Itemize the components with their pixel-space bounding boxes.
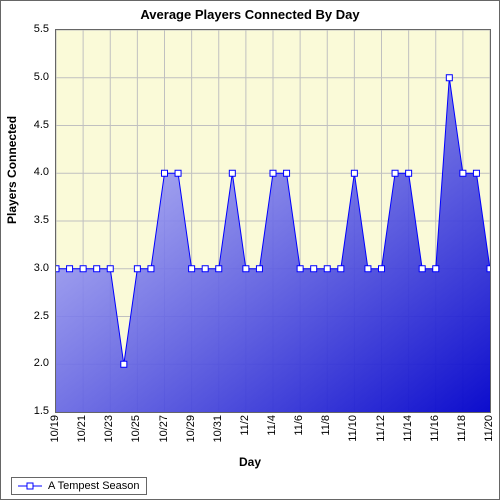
y-tick: 3.5	[1, 214, 49, 226]
x-tick: 11/10	[347, 415, 359, 442]
chart-frame: Average Players Connected By Day Players…	[0, 0, 500, 500]
x-tick: 10/25	[130, 415, 142, 443]
legend-series-label: A Tempest Season	[48, 480, 140, 492]
x-tick: 10/31	[212, 415, 224, 443]
x-tick: 10/19	[49, 415, 61, 443]
y-tick: 3.0	[1, 262, 49, 274]
x-tick: 11/14	[402, 415, 414, 442]
x-tick: 11/12	[375, 415, 387, 442]
y-tick: 5.0	[1, 71, 49, 83]
x-tick: 11/18	[456, 415, 468, 442]
x-tick: 10/21	[76, 415, 88, 443]
x-axis-label: Day	[1, 455, 499, 469]
x-tick: 11/8	[320, 415, 332, 436]
legend: A Tempest Season	[11, 477, 147, 495]
plot-area	[55, 29, 491, 413]
y-tick: 1.5	[1, 405, 49, 417]
y-tick: 4.5	[1, 119, 49, 131]
y-tick: 4.0	[1, 166, 49, 178]
y-tick: 5.5	[1, 23, 49, 35]
x-tick: 11/4	[266, 415, 278, 436]
x-tick: 11/16	[429, 415, 441, 442]
x-tick: 10/23	[103, 415, 115, 443]
y-tick: 2.5	[1, 310, 49, 322]
x-tick: 11/20	[483, 415, 495, 442]
x-tick: 10/29	[185, 415, 197, 443]
legend-swatch	[18, 481, 42, 491]
chart-title: Average Players Connected By Day	[1, 7, 499, 22]
y-tick: 2.0	[1, 357, 49, 369]
x-tick: 11/6	[293, 415, 305, 436]
x-tick: 11/2	[239, 415, 251, 436]
x-tick: 10/27	[158, 415, 170, 443]
